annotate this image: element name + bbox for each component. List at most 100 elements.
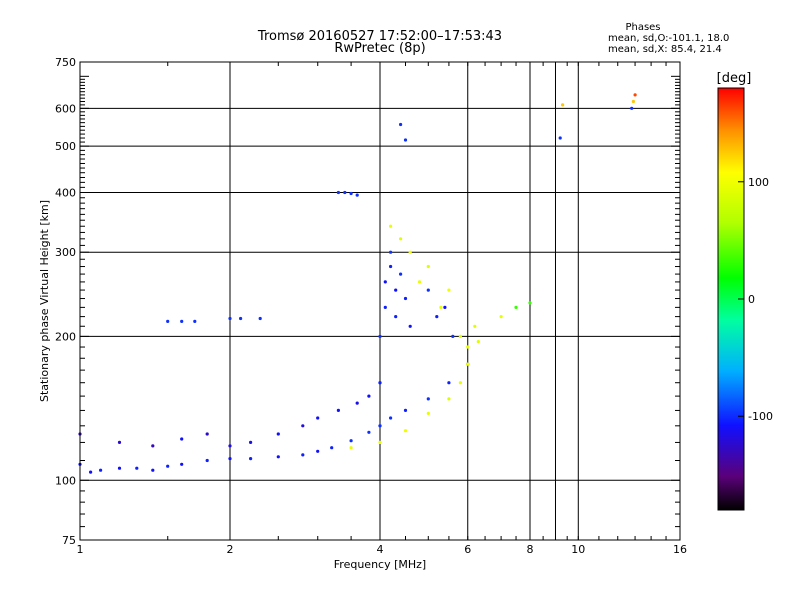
data-point: [417, 280, 422, 284]
data-point: [343, 190, 347, 195]
data-point: [403, 429, 408, 433]
data-point: [316, 416, 320, 420]
data-point: [378, 381, 382, 385]
grid-lines: [80, 62, 680, 540]
data-point: [349, 439, 353, 443]
y-tick-label: 100: [55, 474, 76, 487]
colorbar-label: [deg]: [717, 71, 752, 86]
data-point: [558, 136, 562, 140]
data-point: [447, 397, 451, 401]
data-point: [473, 324, 477, 328]
stats-x-line: mean, sd,X: 85.4, 21.4: [608, 44, 722, 55]
data-point: [349, 446, 353, 450]
y-tick-label: 200: [55, 330, 76, 343]
y-tick-label: 300: [55, 246, 76, 259]
data-point: [466, 345, 470, 349]
data-point: [349, 191, 353, 196]
stats-heading: Phases: [625, 22, 660, 33]
data-point: [528, 301, 532, 305]
data-point: [389, 416, 393, 420]
data-point: [458, 334, 462, 338]
data-point: [408, 324, 412, 328]
data-point: [389, 264, 393, 269]
data-point: [336, 190, 340, 195]
data-point: [561, 103, 565, 107]
colorbar-tick-label: -100: [748, 410, 773, 423]
data-point: [228, 316, 232, 321]
data-point: [631, 99, 636, 104]
data-point: [426, 264, 430, 269]
data-point: [451, 334, 455, 338]
x-tick-label: 16: [673, 543, 687, 556]
x-axis-label: Frequency [MHz]: [334, 558, 426, 571]
data-point: [403, 296, 408, 301]
data-point: [166, 319, 170, 323]
data-point: [367, 394, 371, 398]
data-point: [89, 470, 93, 474]
stats-o-line: mean, sd,O:-101.1, 18.0: [608, 33, 729, 44]
data-point: [514, 305, 518, 309]
data-point: [378, 334, 382, 338]
data-point: [630, 106, 634, 110]
data-point: [399, 272, 403, 276]
data-point: [435, 315, 439, 319]
data-point: [426, 411, 430, 415]
colorbar-ticks: 100 0 -100: [738, 176, 773, 423]
chart-subtitle: RwPretec (8p): [334, 41, 425, 56]
data-point: [447, 381, 451, 385]
data-point: [151, 444, 155, 448]
chart-title: Tromsø 20160527 17:52:00–17:53:43: [257, 29, 502, 44]
data-point: [355, 193, 359, 197]
x-tick-label: 2: [227, 543, 234, 556]
data-point: [447, 288, 451, 292]
x-axis: 1 2 4 6 8 10 16: [77, 62, 687, 556]
data-point: [476, 340, 480, 344]
data-point: [301, 453, 305, 457]
data-point: [426, 288, 430, 292]
data-point: [205, 458, 209, 463]
data-point: [180, 462, 184, 466]
data-point: [228, 457, 232, 461]
data-point: [394, 315, 398, 319]
data-point: [239, 316, 243, 321]
data-point: [443, 305, 447, 309]
data-point: [499, 315, 503, 319]
data-point: [228, 444, 232, 448]
x-tick-label: 1: [77, 543, 84, 556]
data-point: [316, 449, 320, 453]
data-point: [403, 138, 408, 142]
data-point: [249, 457, 253, 461]
y-tick-label: 75: [62, 534, 76, 547]
data-point: [330, 446, 334, 450]
data-point: [389, 224, 393, 228]
data-point: [151, 468, 155, 472]
x-tick-label: 6: [464, 543, 471, 556]
data-point: [205, 432, 209, 436]
data-point: [458, 381, 462, 385]
data-point: [403, 408, 408, 412]
data-points: [78, 93, 637, 474]
data-point: [117, 466, 122, 470]
x-tick-label: 8: [527, 543, 534, 556]
data-point: [466, 362, 470, 366]
data-point: [389, 250, 393, 254]
data-point: [258, 316, 262, 321]
data-point: [117, 440, 122, 444]
data-point: [180, 437, 184, 441]
data-point: [439, 305, 443, 309]
data-point: [399, 237, 403, 241]
data-point: [276, 432, 280, 436]
y-axis: 75 100 200 300 400 500 600 750: [55, 56, 680, 547]
data-point: [135, 466, 139, 470]
data-point: [99, 468, 103, 472]
x-tick-label: 10: [571, 543, 585, 556]
data-point: [193, 319, 197, 323]
data-point: [336, 408, 340, 412]
x-tick-label: 4: [377, 543, 384, 556]
data-point: [378, 424, 382, 428]
colorbar-tick-label: 100: [748, 176, 769, 189]
data-point: [426, 397, 430, 401]
data-point: [383, 280, 387, 284]
data-point: [367, 430, 371, 434]
